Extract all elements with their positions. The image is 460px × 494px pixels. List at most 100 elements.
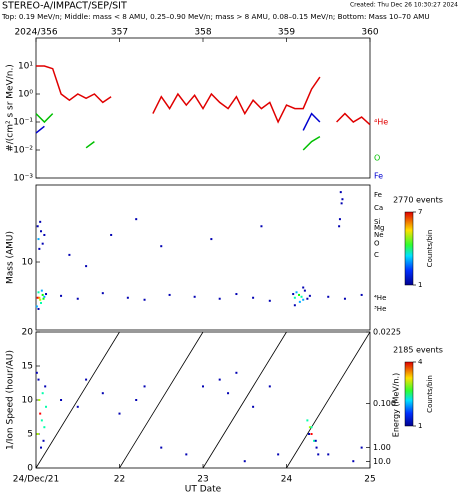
point	[308, 294, 311, 297]
colorbar-tick-label: 7	[418, 208, 422, 216]
point	[352, 460, 355, 463]
element-label: O	[374, 240, 380, 248]
colorbar-label: Counts/bin	[426, 375, 434, 413]
y-tick-label: 10¹	[18, 62, 33, 72]
point	[313, 439, 316, 442]
point	[298, 300, 301, 303]
element-label: Mg	[374, 224, 384, 232]
x2-tick-label: 360	[361, 28, 378, 38]
point	[118, 412, 121, 415]
point	[101, 292, 104, 295]
point	[341, 198, 344, 201]
x2-tick-label: 357	[111, 28, 128, 38]
y2-tick-label: 10.0	[373, 457, 391, 466]
point	[37, 378, 40, 381]
point	[40, 419, 43, 422]
y-tick-label: 15	[22, 362, 33, 372]
point	[227, 392, 230, 395]
point	[303, 289, 306, 292]
point	[306, 419, 309, 422]
point	[300, 295, 303, 298]
point	[41, 242, 44, 245]
element-label: ⁴He	[374, 294, 386, 302]
y2-axis-label: Energy (MeV/n.)	[392, 373, 401, 437]
x-tick-label: 25	[364, 475, 375, 485]
dispersion-line	[35, 331, 120, 469]
point	[76, 405, 79, 408]
point	[101, 392, 104, 395]
point	[85, 265, 88, 268]
element-label: C	[374, 251, 379, 259]
point	[38, 296, 41, 299]
point	[36, 296, 39, 299]
point	[317, 453, 320, 456]
point	[143, 385, 146, 388]
point	[160, 245, 163, 248]
y-axis-label: 1/Ion Speed (hour/AU)	[6, 350, 16, 450]
colorbar-tick-label: 1	[418, 422, 422, 430]
y2-tick-label: 0.0225	[373, 328, 401, 337]
panel-frame	[35, 184, 371, 331]
point	[37, 238, 40, 241]
element-label: Ne	[374, 231, 384, 239]
x2-tick-label: 2024/356	[14, 28, 57, 38]
legend-label: Fe	[374, 172, 383, 181]
point	[168, 293, 171, 296]
point	[38, 247, 41, 250]
point	[76, 297, 79, 300]
y-tick-label: 10⁻²	[13, 146, 33, 156]
point	[85, 378, 88, 381]
point	[295, 291, 298, 294]
x-tick-label: 24	[281, 475, 293, 485]
point	[110, 233, 113, 236]
point	[60, 294, 63, 297]
x-axis-label: UT Date	[185, 485, 222, 494]
point	[160, 446, 163, 449]
created: Created: Thu Dec 26 10:30:27 2024	[350, 2, 458, 9]
dispersion-line	[286, 331, 371, 469]
point	[43, 233, 46, 236]
x-tick-label: 22	[114, 475, 125, 485]
point	[35, 371, 38, 374]
legend-label: O	[374, 154, 380, 163]
point	[45, 405, 48, 408]
y-tick-label: 10⁻¹	[13, 118, 33, 128]
point	[293, 296, 296, 299]
point	[37, 291, 40, 294]
point	[235, 293, 238, 296]
point	[327, 295, 330, 298]
series-line	[35, 112, 321, 134]
colorbar-tick-label: 1	[418, 281, 422, 289]
y-tick-label: 10⁰	[18, 90, 33, 100]
point	[310, 426, 313, 429]
point	[40, 301, 43, 304]
point	[135, 218, 138, 221]
y-tick-label: 10	[22, 258, 34, 268]
point	[298, 293, 301, 296]
element-label: Si	[374, 218, 380, 226]
point	[360, 293, 363, 296]
point	[340, 202, 343, 205]
point	[218, 297, 221, 300]
point	[45, 293, 48, 296]
point	[42, 297, 45, 300]
series-line	[36, 65, 371, 126]
point	[327, 453, 330, 456]
point	[243, 460, 246, 463]
element-label: Fe	[374, 191, 382, 199]
y-tick-label: 20	[22, 328, 34, 338]
point	[277, 453, 280, 456]
point	[260, 225, 263, 228]
x-tick-label: 23	[197, 475, 208, 485]
colorbar-label: Counts/bin	[426, 230, 434, 268]
point	[360, 446, 363, 449]
point	[42, 439, 45, 442]
event-count: 2185 events	[393, 346, 443, 355]
point	[302, 298, 305, 301]
point	[37, 307, 40, 310]
point	[44, 385, 47, 388]
point	[41, 293, 44, 296]
element-label: ³He	[374, 305, 386, 313]
point	[41, 392, 44, 395]
